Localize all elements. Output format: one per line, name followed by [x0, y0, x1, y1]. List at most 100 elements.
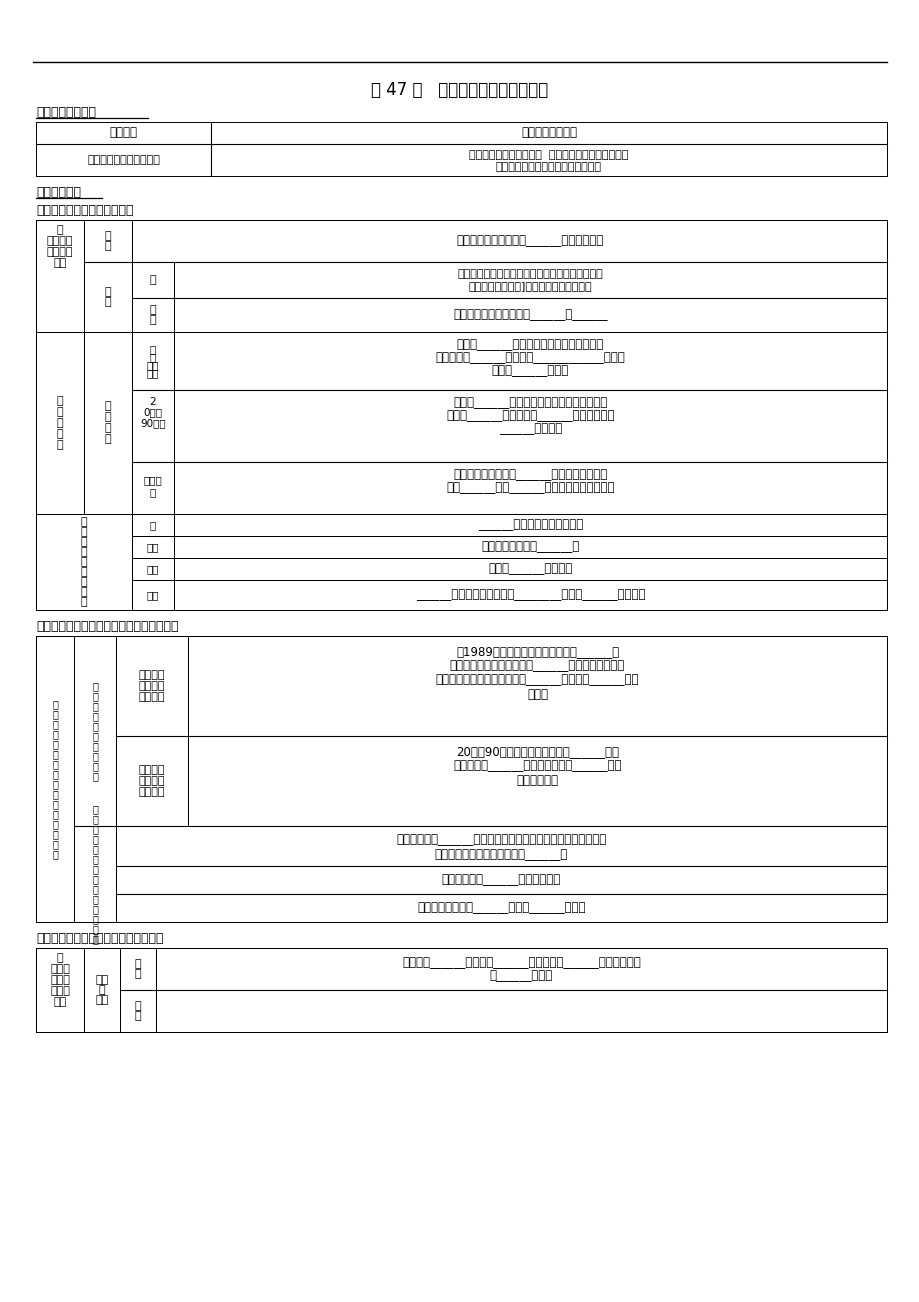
Text: 程: 程 [92, 721, 97, 730]
Text: 推: 推 [92, 904, 97, 914]
Text: 工业化加速了______产业向城市的集中，这是城市化的重要标志: 工业化加速了______产业向城市的集中，这是城市化的重要标志 [396, 833, 606, 846]
Text: 考试要点: 考试要点 [109, 126, 137, 139]
Text: 广义的珠三角洲，还包括______和______: 广义的珠三角洲，还包括______和______ [453, 309, 607, 322]
Bar [174, 579, 886, 611]
Bar [131, 332, 174, 391]
Text: ______模式转变: ______模式转变 [498, 423, 562, 435]
Text: 20世纪90年代以后，珠江三角洲______得到: 20世纪90年代以后，珠江三角洲______得到 [456, 746, 618, 759]
Text: 工业化加速了______向城市的集中: 工业化加速了______向城市的集中 [441, 874, 561, 887]
Bar [174, 462, 886, 514]
Bar [131, 514, 174, 536]
Bar [116, 866, 886, 894]
Text: 表现: 表现 [147, 590, 159, 600]
Text: 改: 改 [150, 344, 156, 354]
Bar [119, 948, 156, 990]
Text: 阶: 阶 [105, 423, 111, 434]
Bar [36, 220, 84, 332]
Text: 段: 段 [105, 435, 111, 444]
Text: 水: 水 [81, 547, 87, 557]
Text: 表: 表 [81, 587, 87, 598]
Text: 优化调整，______水平明显提高，______速度: 优化调整，______水平明显提高，______速度 [453, 759, 621, 772]
Bar [119, 990, 156, 1032]
Text: 城: 城 [57, 396, 63, 406]
Text: 工业: 工业 [96, 975, 108, 986]
Text: 等市的全部和惠州]肇庆两市的部分县、市: 等市的全部和惠州]肇庆两市的部分县、市 [468, 281, 592, 292]
Bar [187, 635, 886, 736]
Text: 化和城: 化和城 [50, 986, 70, 996]
Text: 化: 化 [92, 700, 97, 711]
Text: 之一；农村工业化加速了农村______化: 之一；农村工业化加速了农村______化 [435, 849, 568, 862]
Bar [36, 514, 131, 611]
Text: 成了______化和______高度密集的城市群体系: 成了______化和______高度密集的城市群体系 [446, 482, 614, 495]
Text: 位: 位 [105, 230, 111, 241]
Text: 【基础梳理】: 【基础梳理】 [36, 186, 81, 199]
Text: 区域工业化与城市化进程: 区域工业化与城市化进程 [87, 155, 160, 165]
Text: 三．珠江三角洲的工业化和城市化问题: 三．珠江三角洲的工业化和城市化问题 [36, 931, 164, 944]
Text: 工: 工 [92, 805, 97, 814]
Bar [156, 990, 886, 1032]
Text: 珠: 珠 [57, 225, 63, 234]
Bar [74, 635, 116, 825]
Text: 现: 现 [81, 598, 87, 607]
Text: 城: 城 [92, 844, 97, 854]
Text: 市: 市 [57, 408, 63, 417]
Text: 题: 题 [134, 1010, 142, 1021]
Bar [116, 736, 187, 825]
Text: 市: 市 [92, 854, 97, 865]
Text: 江三角: 江三角 [50, 963, 70, 974]
Bar [36, 948, 84, 1032]
Text: 市化: 市化 [147, 542, 159, 552]
Text: 【考试说明要求】: 【考试说明要求】 [36, 107, 96, 120]
Text: 江三角洲: 江三角洲 [47, 236, 74, 246]
Text: 一．珠江三角洲的城市化进程: 一．珠江三角洲的城市化进程 [36, 203, 133, 216]
Text: 城: 城 [81, 517, 87, 527]
Text: 义: 义 [150, 315, 156, 326]
Text: 到1989年，珠江三角洲初步形成以______业: 到1989年，珠江三角洲初步形成以______业 [456, 646, 618, 659]
Text: 构: 构 [134, 960, 142, 969]
Text: 城: 城 [52, 779, 58, 789]
Bar [84, 948, 119, 1032]
Text: 广州和______的带动作用显著增强，城市逐步: 广州和______的带动作用显著增强，城市逐步 [453, 397, 607, 410]
Text: 义: 义 [150, 275, 156, 285]
Text: 后: 后 [150, 487, 156, 497]
Text: 化: 化 [92, 865, 97, 874]
Text: 为主的经济特色，建立了以______、机械、家电、纺: 为主的经济特色，建立了以______、机械、家电、纺 [449, 660, 624, 673]
Bar [174, 536, 886, 559]
Bar [174, 332, 886, 391]
Bar [174, 559, 886, 579]
Bar [131, 462, 174, 514]
Text: 对: 对 [92, 835, 97, 844]
Text: 程: 程 [57, 440, 63, 450]
Bar [116, 825, 886, 866]
Text: 初期: 初期 [147, 368, 159, 378]
Text: 作: 作 [92, 924, 97, 934]
Text: 产: 产 [92, 874, 97, 884]
Text: 间: 间 [134, 1001, 142, 1010]
Bar [131, 220, 886, 262]
Bar [174, 391, 886, 462]
Bar [84, 332, 131, 514]
Text: 包括广州、深圳、珠海、佛山、江门、东莞、中山: 包括广州、深圳、珠海、佛山、江门、东莞、中山 [457, 270, 603, 279]
Text: 进: 进 [57, 428, 63, 439]
Text: 城镇数量多，分布______大: 城镇数量多，分布______大 [481, 540, 579, 553]
Text: 第一阶段: 第一阶段 [139, 671, 165, 680]
Bar [36, 948, 886, 1032]
Text: 进: 进 [92, 711, 97, 721]
Text: 用: 用 [92, 934, 97, 944]
Text: 动: 动 [52, 829, 58, 838]
Text: 置: 置 [105, 241, 111, 251]
Bar [36, 635, 74, 922]
Text: 化: 化 [81, 536, 87, 547]
Text: 作: 作 [52, 838, 58, 849]
Text: 化: 化 [57, 418, 63, 428]
Text: 用: 用 [52, 849, 58, 859]
Text: 珠江三角洲位于广东省______部，珠江下游: 珠江三角洲位于广东省______部，珠江下游 [457, 234, 604, 247]
Text: 的: 的 [52, 809, 58, 819]
Text: 问题: 问题 [96, 995, 108, 1005]
Bar [84, 220, 131, 262]
Text: 市化: 市化 [53, 997, 66, 1006]
Text: 对: 对 [52, 719, 58, 729]
Bar [131, 298, 174, 332]
Text: 础阶段）: 础阶段） [139, 691, 165, 702]
Text: 高: 高 [81, 566, 87, 577]
